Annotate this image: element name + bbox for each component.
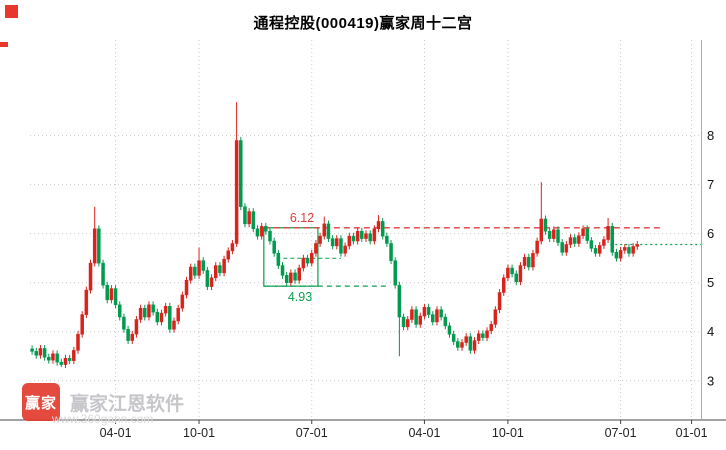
svg-text:07-01: 07-01 [605,426,637,440]
svg-text:07-01: 07-01 [296,426,328,440]
svg-text:5: 5 [707,275,714,290]
chart-title: 通程控股(000419)赢家周十二宫 [253,15,473,32]
svg-text:01-01: 01-01 [676,426,708,440]
svg-text:3: 3 [707,373,714,388]
svg-text:6: 6 [707,226,714,241]
svg-text:10-01: 10-01 [183,426,215,440]
svg-text:4: 4 [707,324,714,339]
app-corner-mark [5,5,18,18]
svg-text:04-01: 04-01 [100,426,132,440]
candlesticks [30,102,640,369]
watermark: 赢家 赢家江恩软件 [22,383,184,421]
watermark-logo: 赢家 [22,383,60,421]
svg-text:8: 8 [707,128,714,143]
annotation-labels: 6.12 4.93 [288,211,314,304]
axes [0,40,726,421]
x-axis-labels: 04-01 10-01 07-01 04-01 10-01 07-01 01-01 [100,426,708,440]
svg-text:6.12: 6.12 [290,211,314,225]
watermark-url: www.360gann.com [52,412,154,426]
svg-text:10-01: 10-01 [492,426,524,440]
grid-lines [30,40,702,424]
svg-text:4.93: 4.93 [288,290,312,304]
svg-text:04-01: 04-01 [408,426,440,440]
svg-text:7: 7 [707,177,714,192]
watermark-name: 赢家江恩软件 [70,393,185,415]
y-axis-labels: 3 4 5 6 7 8 [707,128,714,388]
left-edge-mark [0,42,8,47]
